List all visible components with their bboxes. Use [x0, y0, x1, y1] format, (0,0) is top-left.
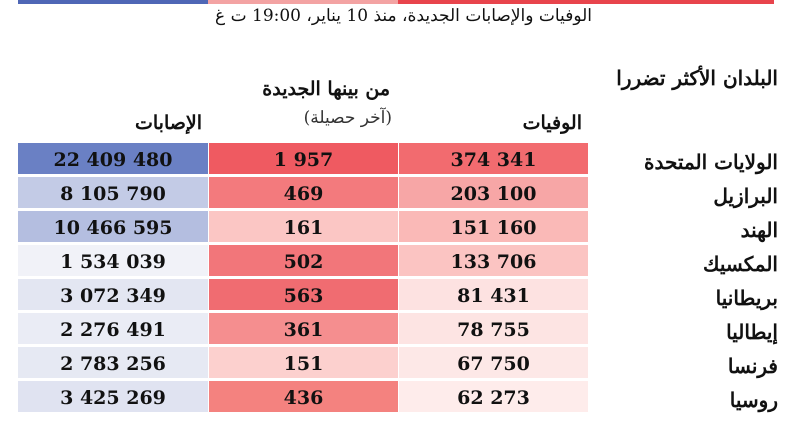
country-name: روسيا	[729, 388, 778, 412]
top-color-bar	[0, 0, 792, 4]
table-row: 8 105 790 469 203 100 البرازيل	[0, 177, 792, 211]
cases-cell: 2 276 491	[18, 313, 208, 347]
table-row: 2 783 256 151 67 750 فرنسا	[0, 347, 792, 381]
new-deaths-cell: 1 957	[208, 143, 398, 177]
column-header-deaths: الوفيات	[522, 112, 582, 134]
cases-cell: 1 534 039	[18, 245, 208, 279]
country-name: إيطاليا	[726, 320, 778, 344]
new-deaths-cell: 161	[208, 211, 398, 245]
cases-cell: 3 072 349	[18, 279, 208, 313]
column-header-new-deaths: من بينها الجديدة	[262, 78, 390, 100]
deaths-cell: 151 160	[398, 211, 588, 245]
table-row: 22 409 480 1 957 374 341 الولايات المتحدة	[0, 143, 792, 177]
deaths-cell: 78 755	[398, 313, 588, 347]
country-name: البرازيل	[713, 184, 778, 208]
new-deaths-cell: 361	[208, 313, 398, 347]
new-deaths-cell: 436	[208, 381, 398, 415]
chart-subtitle: الوفيات والإصابات الجديدة، منذ 10 يناير،…	[215, 6, 592, 26]
country-name: الهند	[740, 218, 778, 242]
deaths-cell: 133 706	[398, 245, 588, 279]
deaths-cell: 81 431	[398, 279, 588, 313]
cases-cell: 8 105 790	[18, 177, 208, 211]
top-bar-red-segment	[398, 0, 774, 4]
section-title: البلدان الأكثر تضررا	[616, 66, 778, 90]
new-deaths-cell: 151	[208, 347, 398, 381]
cases-cell: 3 425 269	[18, 381, 208, 415]
country-name: المكسيك	[703, 252, 778, 276]
table-row: 2 276 491 361 78 755 إيطاليا	[0, 313, 792, 347]
top-bar-light-red-segment	[208, 0, 398, 4]
table-row: 3 072 349 563 81 431 بريطانيا	[0, 279, 792, 313]
table-row: 3 425 269 436 62 273 روسيا	[0, 381, 792, 415]
column-header-new-deaths-note: (آخر حصيلة)	[303, 108, 392, 128]
deaths-cell: 203 100	[398, 177, 588, 211]
cases-cell: 10 466 595	[18, 211, 208, 245]
deaths-cell: 374 341	[398, 143, 588, 177]
new-deaths-cell: 563	[208, 279, 398, 313]
deaths-cell: 67 750	[398, 347, 588, 381]
deaths-cell: 62 273	[398, 381, 588, 415]
column-header-cases: الإصابات	[134, 112, 202, 134]
country-name: الولايات المتحدة	[644, 150, 778, 174]
cases-cell: 22 409 480	[18, 143, 208, 177]
country-name: فرنسا	[727, 354, 778, 378]
new-deaths-cell: 502	[208, 245, 398, 279]
new-deaths-cell: 469	[208, 177, 398, 211]
country-name: بريطانيا	[715, 286, 778, 310]
top-bar-blue-segment	[18, 0, 208, 4]
table-row: 1 534 039 502 133 706 المكسيك	[0, 245, 792, 279]
table-row: 10 466 595 161 151 160 الهند	[0, 211, 792, 245]
cases-cell: 2 783 256	[18, 347, 208, 381]
